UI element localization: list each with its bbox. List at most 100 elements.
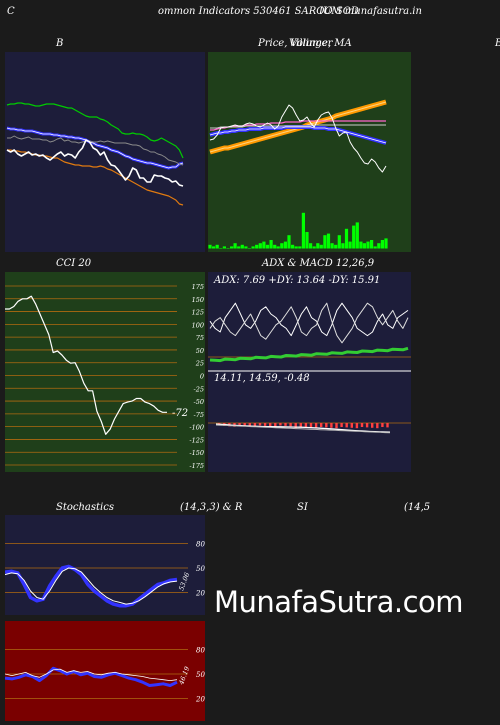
- cci-tick-label: -100: [189, 424, 204, 432]
- cci-chart: 175 150 125 100 75 50 25 0 -25 -50 -75 -100 -125 -150…: [5, 283, 204, 470]
- volume-bar: [366, 241, 370, 249]
- rsi-chart: 80 50 20 46.19: [5, 646, 205, 704]
- page-title-right: IUM munafasutra.in: [319, 6, 422, 17]
- macd-histogram-bar: [269, 423, 272, 427]
- macd-signal-line: [215, 424, 391, 434]
- macd-histogram-bar: [376, 423, 379, 429]
- macd-histogram-bar: [350, 423, 353, 428]
- stoch-d-line: [5, 567, 178, 605]
- bollinger-upper-band: [6, 102, 184, 159]
- volume-bar: [237, 246, 241, 249]
- volume-bar: [247, 248, 252, 249]
- cci-tick-label: -150: [189, 449, 204, 457]
- volume-bar: [215, 244, 219, 249]
- volume-bar: [233, 243, 237, 249]
- rsi-line: [5, 666, 178, 687]
- volume-bar: [301, 212, 305, 249]
- rsi-params: (14,5: [404, 502, 431, 513]
- macd-histogram-bar: [355, 423, 359, 429]
- volume-bar: [373, 246, 377, 249]
- page-title: ommon Indicators 530461 SAROO SOD: [158, 6, 359, 17]
- cci-tick-label: 175: [192, 283, 204, 291]
- cci-value-label: -72: [172, 408, 188, 419]
- macd-readout: 14.11, 14.59, -0.48: [214, 373, 310, 384]
- macd-histogram-bar: [365, 423, 369, 428]
- bollinger-chart: [6, 102, 184, 206]
- macd-histogram-bar: [309, 423, 313, 428]
- volume-bar: [326, 233, 331, 249]
- macd-histogram-bar: [253, 423, 257, 427]
- macd-histogram-bar: [314, 423, 318, 429]
- volume-bar: [226, 248, 230, 249]
- volume-bar: [337, 235, 341, 249]
- macd-histogram-bar: [279, 423, 282, 426]
- stochastics-title: Stochastics: [56, 502, 114, 513]
- cci-tick-label: 150: [192, 296, 204, 304]
- volume-bar: [319, 244, 323, 249]
- adx-macd-chart: [208, 302, 411, 472]
- volume-bar: [255, 244, 259, 249]
- cci-title: CCI 20: [56, 258, 92, 269]
- volume-bar: [251, 246, 255, 249]
- volume-bar: [344, 228, 349, 249]
- macd-histogram-bar: [294, 423, 297, 429]
- volume-bar: [323, 235, 327, 249]
- rsi-tick-label: 20: [195, 696, 205, 704]
- bollinger-middle-band: [6, 126, 184, 170]
- header-left-letter: C: [7, 6, 15, 17]
- volume-bar: [370, 240, 374, 249]
- bollinger-middle-band-core: [6, 127, 184, 169]
- macd-histogram-bar: [381, 423, 384, 427]
- volume-bar: [222, 246, 226, 249]
- stoch-tick-label: 80: [196, 540, 205, 548]
- stochastics-params: (14,3,3) & R: [180, 502, 243, 513]
- watermark: MunafaSutra.com: [214, 585, 464, 619]
- volume-bar: [298, 246, 302, 249]
- volume-bar: [312, 246, 316, 249]
- volume-bar: [305, 232, 309, 249]
- adx-macd-panel: ADX: 7.69 +DY: 13.64 -DY: 15.91 14.11, 1…: [208, 272, 411, 472]
- macd-histogram-bar: [335, 423, 338, 429]
- macd-histogram-bar: [243, 423, 246, 426]
- cci-tick-label: 25: [195, 360, 204, 368]
- volume-bar: [316, 243, 320, 249]
- ma-fast-line: [210, 124, 386, 129]
- macd-histogram-bar: [345, 423, 348, 428]
- cci-tick-label: 100: [192, 321, 204, 329]
- volume-bar: [341, 243, 345, 249]
- adx-macd-title: ADX & MACD 12,26,9: [262, 258, 375, 269]
- cci-panel: 175 150 125 100 75 50 25 0 -25 -50 -75 -100 -125 -150…: [5, 272, 205, 472]
- volume-bar: [294, 246, 298, 249]
- volume-bar: [240, 244, 244, 249]
- cci-tick-label: 75: [196, 334, 204, 342]
- volume-bar: [377, 243, 381, 249]
- macd-histogram-bar: [248, 423, 251, 427]
- macd-histogram-bar: [340, 423, 343, 427]
- right-edge-letter: B: [495, 38, 500, 49]
- volume-bar: [362, 243, 366, 249]
- price-overlay-title: Villinger: [289, 38, 333, 49]
- macd-histogram-bar: [304, 423, 308, 428]
- stochastics-chart: 80 50 20 53.06: [5, 540, 205, 608]
- macd-histogram-bar: [289, 423, 292, 427]
- macd-histogram-bar: [320, 423, 323, 427]
- price-volume-title: Price, Volume, MA: [258, 38, 352, 49]
- stoch-tick-label: 20: [195, 590, 205, 598]
- cci-tick-label: 50: [196, 347, 204, 355]
- price-volume-panel: [208, 52, 411, 252]
- cci-tick-label: -125: [189, 436, 204, 444]
- volume-bar: [276, 246, 280, 249]
- price-line: [209, 104, 387, 173]
- cci-tick-label: -175: [189, 462, 204, 470]
- volume-bar: [273, 244, 277, 249]
- bollinger-lower-band: [7, 149, 184, 206]
- volume-bar: [355, 222, 359, 249]
- volume-bar: [262, 241, 266, 249]
- cci-tick-label: 0: [200, 373, 204, 381]
- macd-histogram-bar: [299, 423, 302, 427]
- volume-bar: [212, 246, 216, 249]
- macd-histogram-bar: [386, 423, 389, 428]
- cci-tick-label: -50: [194, 398, 204, 406]
- rsi-tick-label: 80: [196, 646, 205, 654]
- volume-bar: [309, 243, 313, 249]
